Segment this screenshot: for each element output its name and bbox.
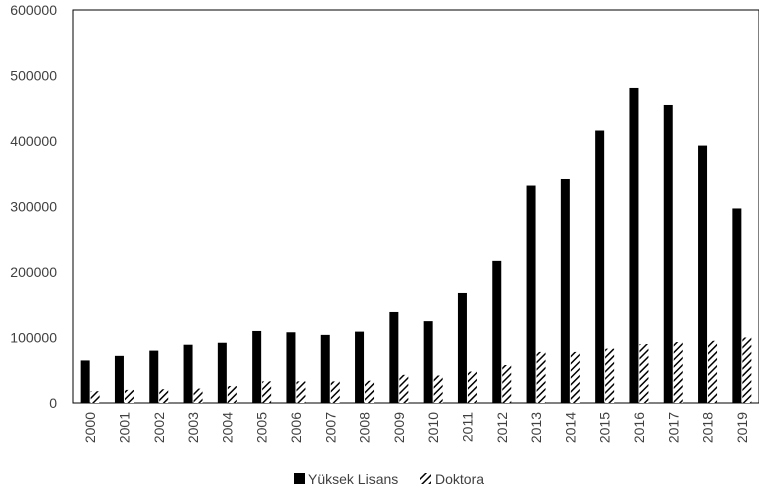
y-tick-label: 200000 <box>10 264 57 280</box>
x-tick-label: 2005 <box>254 412 270 443</box>
bar-yuksek-lisans-2019 <box>732 208 742 403</box>
bar-yuksek-lisans-2013 <box>526 185 536 403</box>
bar-doktora-2007 <box>330 381 340 403</box>
y-tick-label: 400000 <box>10 133 57 149</box>
x-tick-label: 2001 <box>116 412 132 443</box>
bar-doktora-2019 <box>742 337 752 403</box>
x-tick-label: 2007 <box>322 412 338 443</box>
bar-doktora-2005 <box>262 381 272 403</box>
bar-doktora-2000 <box>90 391 100 403</box>
x-tick-label: 2009 <box>391 412 407 443</box>
legend-label-yuksek-lisans: Yüksek Lisans <box>308 471 398 487</box>
bar-yuksek-lisans-2018 <box>698 145 708 403</box>
bar-yuksek-lisans-2003 <box>183 344 193 403</box>
bar-yuksek-lisans-2012 <box>492 260 502 403</box>
bar-yuksek-lisans-2014 <box>560 178 570 403</box>
x-tick-label: 2006 <box>288 412 304 443</box>
x-tick-label: 2002 <box>151 412 167 443</box>
bar-doktora-2002 <box>159 389 169 403</box>
bar-doktora-2012 <box>502 365 512 403</box>
legend-label-doktora: Doktora <box>435 471 484 487</box>
bar-doktora-2001 <box>124 389 134 403</box>
bar-yuksek-lisans-2004 <box>217 342 227 403</box>
x-tick-label: 2012 <box>494 412 510 443</box>
x-tick-label: 2016 <box>631 412 647 443</box>
bar-doktora-2010 <box>433 375 443 403</box>
bar-doktora-2008 <box>365 380 375 403</box>
bar-doktora-2003 <box>193 388 203 403</box>
bar-doktora-2018 <box>708 340 718 403</box>
bar-yuksek-lisans-2002 <box>149 350 159 403</box>
plot-area <box>72 9 759 404</box>
bar-doktora-2015 <box>605 348 615 403</box>
bar-yuksek-lisans-2010 <box>423 321 433 403</box>
legend: Yüksek Lisans Doktora <box>294 471 484 487</box>
x-tick-label: 2013 <box>528 412 544 443</box>
bar-doktora-2014 <box>570 351 580 403</box>
bar-yuksek-lisans-2000 <box>80 360 90 403</box>
bar-yuksek-lisans-2017 <box>663 104 673 403</box>
x-axis-ticks: 2000 2001 2002 2003 2004 2005 2006 2007 2008 2009… <box>82 412 750 443</box>
y-axis-ticks: 0 100000 200000 300000 400000 500000 600000 <box>10 2 57 411</box>
bar-doktora-2004 <box>227 385 237 403</box>
bar-yuksek-lisans-2006 <box>286 332 296 403</box>
x-tick-label: 2010 <box>425 412 441 443</box>
legend-swatch-doktora <box>420 473 431 484</box>
y-tick-label: 100000 <box>10 330 57 346</box>
y-tick-label: 0 <box>49 395 57 411</box>
legend-swatch-yuksek-lisans <box>294 473 305 484</box>
x-tick-label: 2011 <box>459 412 475 442</box>
bars <box>80 87 752 403</box>
x-tick-label: 2017 <box>665 412 681 443</box>
bar-yuksek-lisans-2008 <box>355 331 365 403</box>
bar-yuksek-lisans-2011 <box>457 292 467 403</box>
x-tick-label: 2004 <box>219 412 235 443</box>
bar-yuksek-lisans-2001 <box>114 355 124 403</box>
bar-yuksek-lisans-2015 <box>595 130 605 403</box>
y-tick-label: 500000 <box>10 68 57 84</box>
bar-doktora-2013 <box>536 351 546 403</box>
x-tick-label: 2019 <box>734 412 750 443</box>
x-tick-label: 2014 <box>562 412 578 443</box>
x-tick-label: 2015 <box>597 412 613 443</box>
bar-yuksek-lisans-2005 <box>252 330 262 403</box>
bar-doktora-2017 <box>673 342 683 403</box>
bar-doktora-2006 <box>296 381 306 403</box>
x-tick-label: 2003 <box>185 412 201 443</box>
x-tick-label: 2000 <box>82 412 98 443</box>
bar-yuksek-lisans-2007 <box>320 334 330 403</box>
x-tick-label: 2018 <box>700 412 716 443</box>
bar-doktora-2009 <box>399 374 409 403</box>
x-tick-label: 2008 <box>357 412 373 443</box>
bar-doktora-2016 <box>639 344 649 403</box>
y-tick-label: 600000 <box>10 2 57 18</box>
bar-yuksek-lisans-2016 <box>629 87 639 403</box>
bar-doktora-2011 <box>467 371 477 403</box>
bar-yuksek-lisans-2009 <box>389 311 399 403</box>
y-tick-label: 300000 <box>10 199 57 215</box>
